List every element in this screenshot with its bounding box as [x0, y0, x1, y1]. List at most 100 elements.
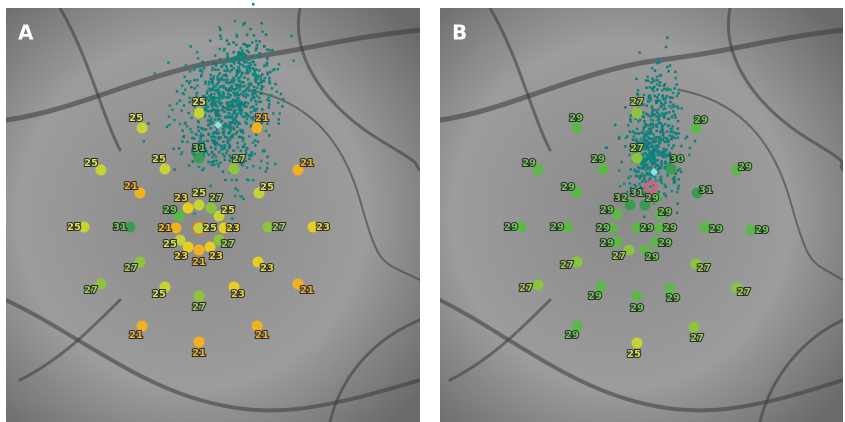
- sensitivity-dot: [533, 280, 544, 291]
- fixation-point: [260, 93, 263, 96]
- fixation-point: [652, 115, 655, 118]
- fixation-point: [180, 153, 183, 156]
- fixation-point: [184, 89, 187, 92]
- fixation-point: [265, 170, 268, 173]
- fixation-point: [245, 66, 248, 69]
- fixation-point: [227, 89, 230, 92]
- fixation-point: [259, 56, 262, 59]
- fixation-point: [260, 88, 263, 91]
- fixation-point: [236, 35, 239, 38]
- fixation-point: [650, 132, 653, 135]
- fixation-point: [630, 121, 633, 124]
- fixation-point: [665, 150, 668, 153]
- fixation-point: [688, 154, 691, 157]
- fixation-point: [242, 81, 245, 84]
- sensitivity-value: 29: [588, 291, 602, 302]
- fixation-point: [643, 216, 646, 219]
- fixation-point: [222, 91, 225, 94]
- fixation-point: [618, 136, 621, 139]
- fixation-point: [255, 40, 258, 43]
- fixation-point: [648, 95, 651, 98]
- sensitivity-value: 29: [709, 224, 723, 235]
- fixation-point: [278, 63, 281, 66]
- sensitivity-dot: [689, 322, 700, 333]
- fixation-point: [277, 102, 280, 105]
- fixation-point: [225, 65, 228, 68]
- fixation-point: [256, 44, 259, 47]
- fixation-point: [656, 76, 659, 79]
- fixation-point: [190, 86, 193, 89]
- fixation-point: [169, 124, 172, 127]
- sensitivity-value: 25: [67, 222, 81, 233]
- sensitivity-dot: [666, 164, 677, 175]
- fixation-point: [232, 103, 235, 106]
- fixation-point: [225, 123, 228, 126]
- fixation-point: [180, 109, 183, 112]
- fixation-point: [237, 61, 240, 64]
- fixation-point: [648, 97, 651, 100]
- fixation-point: [245, 93, 248, 96]
- fixation-point: [648, 100, 651, 103]
- fixation-point: [281, 105, 284, 108]
- fixation-point: [226, 109, 229, 112]
- sensitivity-dot: [665, 283, 676, 294]
- fixation-point: [211, 121, 214, 124]
- sensitivity-value: 27: [612, 251, 626, 262]
- fixation-point: [268, 80, 271, 83]
- fixation-point: [239, 122, 242, 125]
- fixation-point: [659, 122, 662, 125]
- fixation-point: [271, 49, 274, 52]
- fixation-point: [647, 79, 650, 82]
- fixation-point: [242, 43, 245, 46]
- fixation-point: [246, 70, 249, 73]
- fixation-point: [214, 118, 217, 121]
- fixation-point: [247, 102, 250, 105]
- fixation-point: [637, 170, 640, 173]
- fixation-point: [188, 164, 191, 167]
- fixation-point: [254, 144, 256, 147]
- fixation-point: [672, 110, 675, 113]
- fixation-point: [245, 105, 248, 108]
- fixation-point: [238, 70, 241, 73]
- fixation-point: [201, 61, 204, 64]
- sensitivity-dot: [632, 338, 643, 349]
- fixation-point: [675, 83, 678, 86]
- fixation-point: [669, 96, 672, 99]
- fixation-point: [662, 132, 665, 135]
- fixation-point: [268, 77, 271, 80]
- fixation-point: [649, 173, 652, 176]
- fixation-point: [672, 103, 675, 106]
- fixation-point: [211, 101, 214, 104]
- fixation-point: [238, 80, 241, 83]
- sensitivity-value: 29: [658, 238, 672, 249]
- sensitivity-value: 27: [697, 263, 711, 274]
- fixation-point: [652, 133, 655, 136]
- fixation-point: [196, 92, 199, 95]
- fixation-point: [670, 138, 673, 141]
- fixation-point: [209, 40, 212, 43]
- fixation-point: [250, 111, 253, 114]
- fixation-point: [176, 90, 179, 93]
- sensitivity-dot: [572, 123, 583, 134]
- fixation-point: [250, 151, 253, 154]
- fixation-point: [662, 148, 665, 151]
- fixation-point: [186, 125, 189, 128]
- fixation-point: [225, 126, 228, 129]
- fixation-point: [660, 112, 663, 115]
- fixation-point: [244, 101, 247, 104]
- fixation-point: [237, 189, 240, 192]
- sensitivity-value: 27: [192, 302, 206, 313]
- fixation-point: [211, 161, 214, 164]
- fixation-point: [226, 149, 229, 152]
- fixation-point: [651, 105, 654, 108]
- fixation-point: [229, 126, 232, 129]
- fixation-point: [661, 128, 664, 131]
- fixation-point: [663, 136, 666, 139]
- fixation-point: [231, 217, 234, 220]
- sensitivity-value: 21: [255, 330, 269, 341]
- sensitivity-value: 25: [129, 113, 143, 124]
- fixation-point: [657, 58, 660, 61]
- fixation-point: [230, 69, 233, 72]
- fixation-point: [219, 48, 222, 51]
- sensitivity-value: 27: [630, 143, 644, 154]
